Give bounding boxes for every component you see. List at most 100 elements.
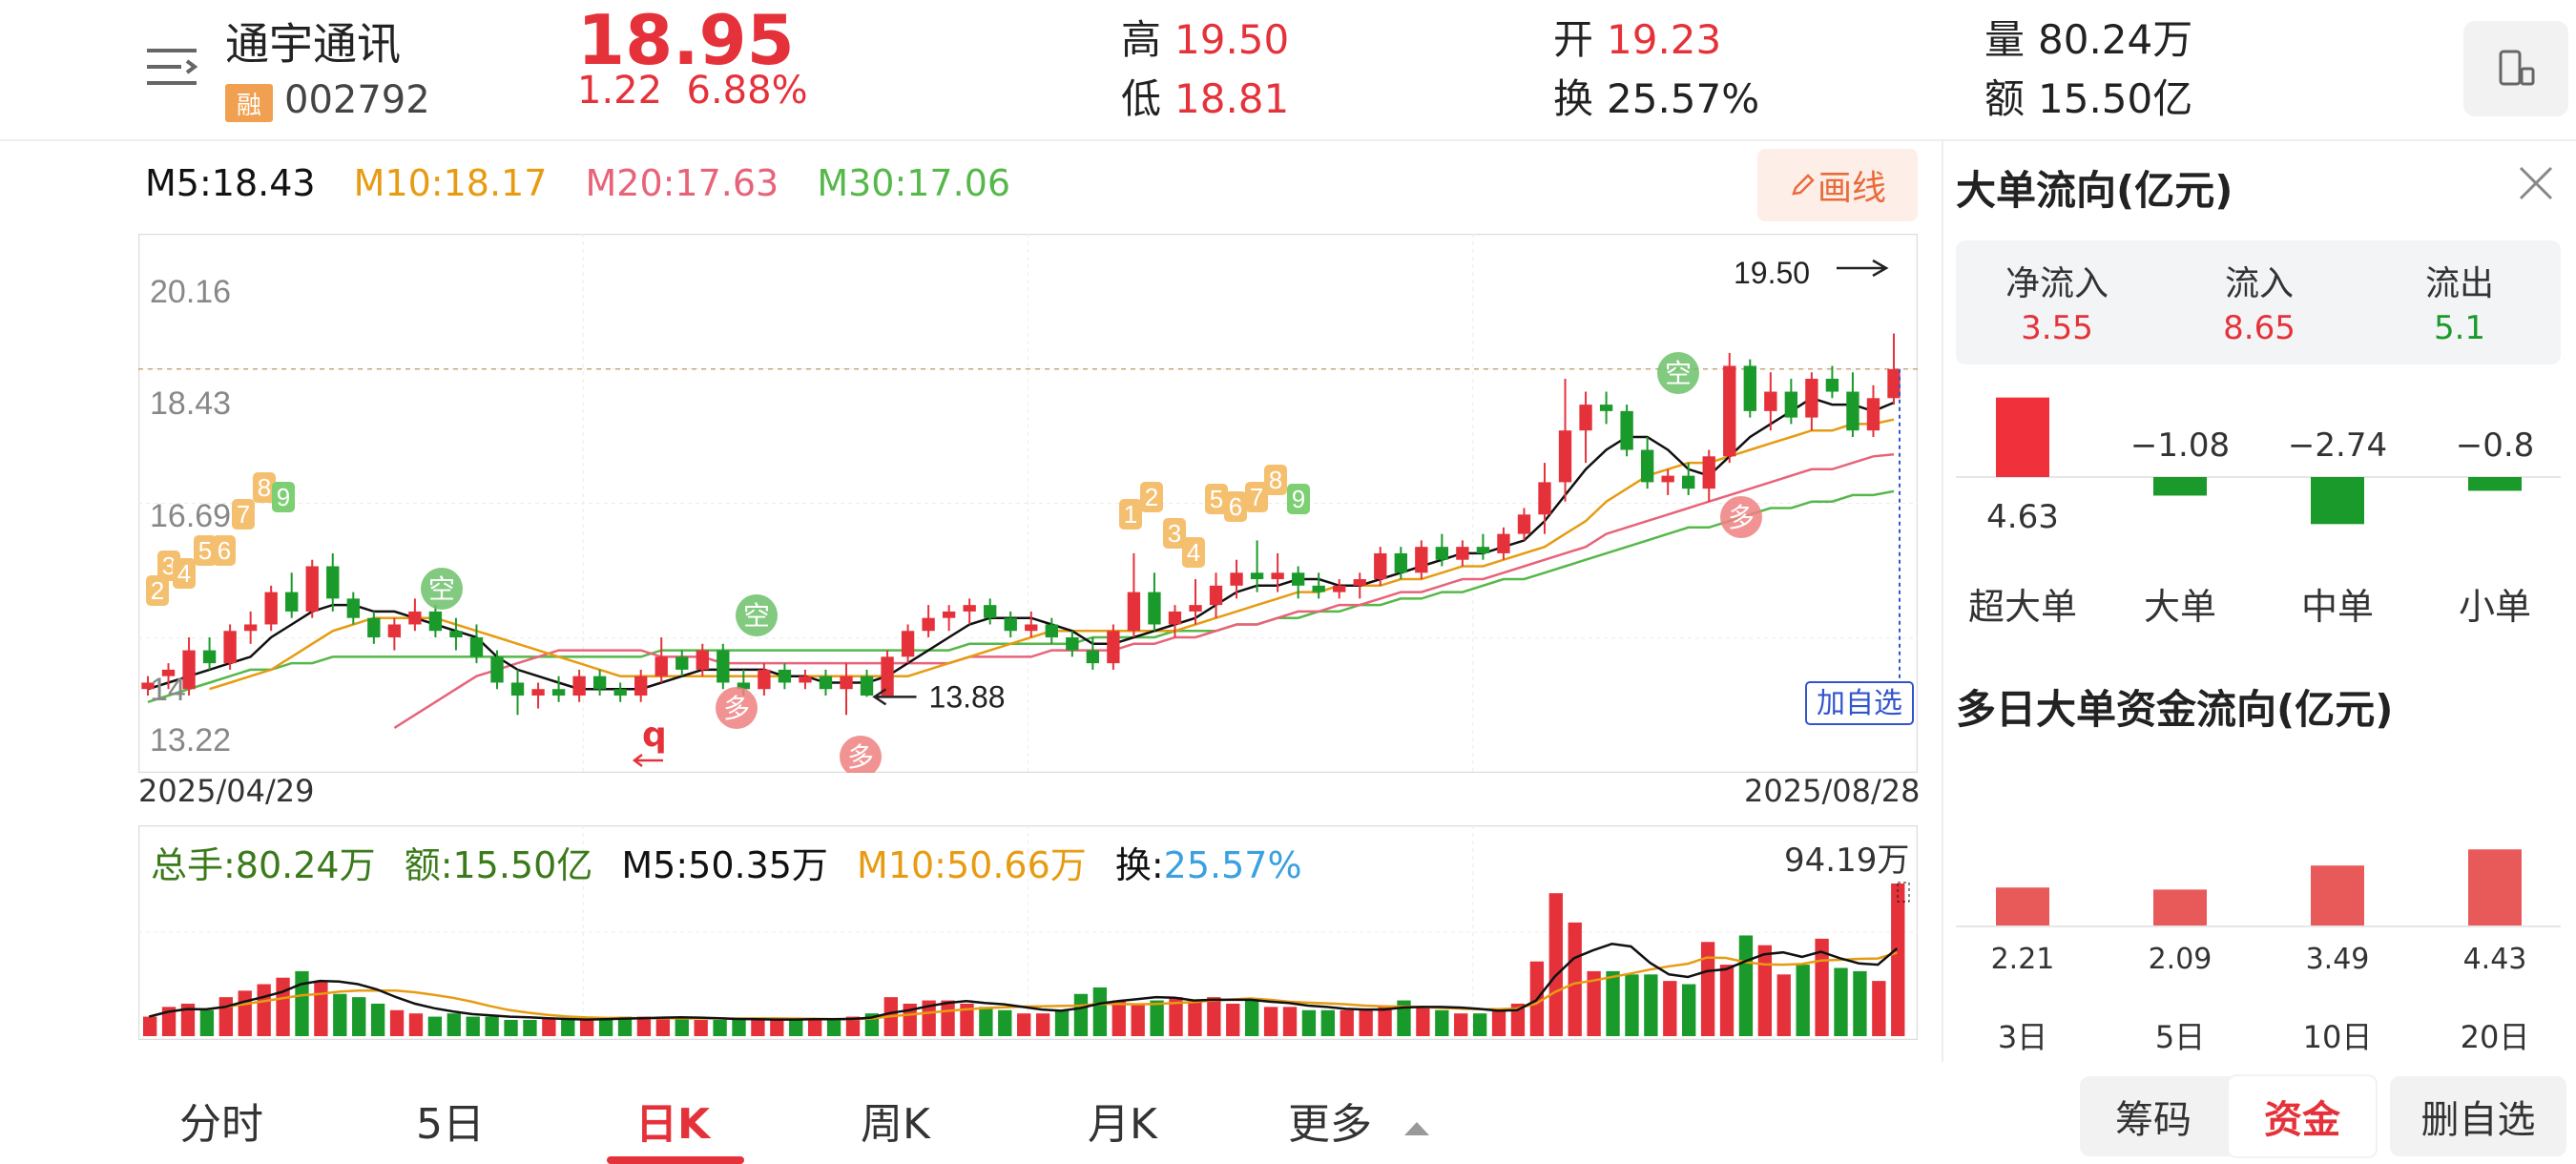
- volume-bar: [1435, 1009, 1449, 1036]
- chouma-button[interactable]: 筹码: [2115, 1098, 2192, 1142]
- add-watch-tag[interactable]: 加自选: [1817, 687, 1902, 720]
- start-date: 2025/04/29: [138, 773, 315, 809]
- vol-turnover-value: 25.57%: [1163, 844, 1302, 886]
- tab-daily-k[interactable]: 日K: [635, 1100, 711, 1149]
- volume-bar: [1796, 965, 1810, 1036]
- stock-name: 通宇通讯: [225, 18, 401, 70]
- seq-mid-7-bg: [1245, 482, 1268, 512]
- volume-bar: [1757, 945, 1773, 1036]
- vol-max-label: 94.19万: [1784, 842, 1910, 880]
- high-marker-label: 19.50: [1734, 256, 1810, 290]
- candle-body: [860, 676, 874, 696]
- remove-watchlist-button[interactable]: 删自选: [2390, 1076, 2566, 1156]
- header-divider: [0, 139, 2576, 141]
- volume-bar: [466, 1016, 480, 1036]
- volume-label: 量: [1984, 16, 2025, 63]
- volume-bar: [408, 1013, 424, 1036]
- signal-duo-1-text: 多: [723, 693, 750, 724]
- add-watch-tag-bg[interactable]: [1805, 681, 1914, 725]
- kline-chart[interactable]: 20.1618.4316.691413.2219.5013.88空空空多多多q2…: [138, 234, 1918, 773]
- flow-label-3: 小单: [2458, 586, 2531, 628]
- volume-bar: [1017, 1013, 1031, 1036]
- close-icon[interactable]: [2515, 162, 2557, 204]
- volume-bar: [617, 1016, 633, 1036]
- ma30-label: M30:17.06: [817, 162, 1011, 204]
- seq-mid-5-bg: [1205, 484, 1228, 514]
- ma5-label: M5:18.43: [145, 162, 316, 204]
- candle-body: [1579, 405, 1592, 431]
- end-date: 2025/08/28: [1744, 773, 1921, 809]
- candle-body: [1743, 365, 1756, 411]
- seq-mid-4-bg: [1182, 537, 1205, 568]
- stock-code: 002792: [284, 78, 430, 122]
- candle-body: [1045, 624, 1058, 638]
- candle-body: [449, 631, 463, 638]
- low-value: 18.81: [1174, 75, 1290, 122]
- candle-body: [1066, 637, 1079, 651]
- volume-bar: [1054, 1009, 1070, 1036]
- menu-icon[interactable]: [143, 43, 200, 91]
- candle-body: [1189, 605, 1202, 612]
- volume-bar: [713, 1019, 727, 1036]
- volume-bar: [1282, 1007, 1298, 1036]
- volume-bar: [1188, 1000, 1202, 1036]
- candle-body: [592, 676, 607, 690]
- seq-mid-6-bg: [1224, 491, 1247, 522]
- candle-body: [1764, 391, 1777, 411]
- candle-body: [1825, 378, 1839, 392]
- active-tab-indicator: [607, 1156, 744, 1164]
- volume-bar: [1682, 984, 1696, 1036]
- tab-weekly-k[interactable]: 周K: [861, 1100, 930, 1149]
- candle-body: [243, 624, 258, 632]
- seq-left-7: 7: [237, 500, 250, 529]
- multi-value-2: 3.49: [2305, 943, 2370, 976]
- ma-legend: M5:18.43 M10:18.17 M20:17.63 M30:17.06: [145, 162, 1037, 204]
- low-marker-arrow: [872, 688, 917, 706]
- volume-bar: [655, 1016, 671, 1036]
- candle-body: [1312, 585, 1325, 592]
- volume-bar: [1510, 1003, 1526, 1036]
- candle-body: [1456, 547, 1469, 560]
- volume-bar: [276, 977, 290, 1036]
- seq-mid-2: 2: [1145, 483, 1158, 511]
- zijin-button[interactable]: 资金: [2227, 1074, 2378, 1158]
- multi-label-0: 3日: [1997, 1019, 2048, 1055]
- tab-more[interactable]: 更多: [1288, 1090, 1431, 1151]
- seq-left-6-bg: [213, 535, 236, 566]
- inflow-label: 流入: [2224, 264, 2294, 303]
- outflow-label: 流出: [2424, 264, 2494, 303]
- volume-bar: [1245, 1000, 1259, 1036]
- tab-5day[interactable]: 5日: [416, 1100, 485, 1149]
- amount-label: 额: [1984, 75, 2025, 122]
- y-tick-label: 13.22: [150, 722, 231, 759]
- volume-bar: [1301, 1009, 1317, 1036]
- volume-bar: [1700, 942, 1715, 1036]
- seq-mid-3-bg: [1163, 518, 1186, 549]
- tab-monthly-k[interactable]: 月K: [1088, 1100, 1157, 1149]
- seq-left-8-bg: [253, 472, 276, 503]
- volume-bar: [1378, 1007, 1392, 1036]
- low-stat: 低 18.81: [1121, 67, 1289, 125]
- volume-bar: [1663, 981, 1677, 1036]
- volume-bar: [352, 997, 366, 1036]
- seq-mid-3: 3: [1168, 519, 1181, 548]
- landscape-toggle-button[interactable]: [2463, 21, 2568, 116]
- candle-body: [1846, 391, 1859, 431]
- volume-bar: [199, 1009, 215, 1036]
- volume-bar: [485, 1016, 499, 1036]
- multi-bar-0: [1996, 887, 2049, 925]
- volume-bar: [960, 1003, 974, 1036]
- volume-bar: [1207, 997, 1221, 1036]
- tab-fenshi[interactable]: 分时: [179, 1100, 263, 1149]
- draw-line-label: 画线: [1817, 169, 1886, 208]
- volume-bar: [1131, 1003, 1145, 1036]
- volume-bar: [903, 1003, 917, 1036]
- signal-kong-3-circle: [1657, 352, 1699, 394]
- change-percent: 6.88%: [686, 69, 808, 113]
- volume-chart[interactable]: [138, 825, 1918, 1040]
- amount-stat: 额 15.50亿: [1984, 67, 2192, 125]
- multi-label-2: 10日: [2302, 1019, 2373, 1055]
- candle-body: [696, 650, 709, 670]
- draw-line-button[interactable]: 画线: [1757, 149, 1918, 221]
- volume-bar: [770, 1019, 784, 1036]
